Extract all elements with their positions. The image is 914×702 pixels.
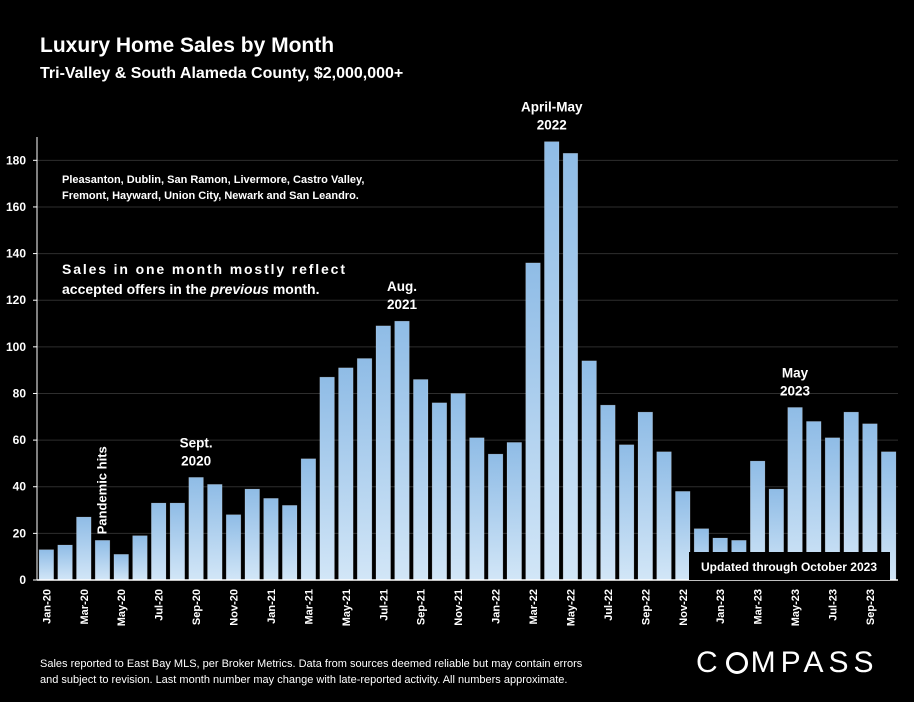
x-tick-label: Jul-21 <box>378 589 390 621</box>
bar-Jan-22 <box>487 453 504 581</box>
updated-badge: Updated through October 2023 <box>689 552 890 580</box>
notes-layer: Pleasanton, Dublin, San Ramon, Livermore… <box>62 174 364 297</box>
x-tick-label: Nov-21 <box>453 589 465 626</box>
annotation-label: April-May <box>521 100 583 115</box>
bar-Oct-22 <box>656 451 672 581</box>
bar-Jul-22 <box>600 404 616 581</box>
x-tick-label: May-21 <box>341 589 353 626</box>
x-tick-label: May-20 <box>116 589 128 626</box>
x-tick-label: Jul-20 <box>154 589 166 621</box>
bar-Nov-22 <box>675 491 691 581</box>
bar-Feb-20 <box>57 544 73 581</box>
bar-Jul-20 <box>151 502 167 581</box>
bar-Jun-22 <box>581 360 597 581</box>
y-tick-label: 100 <box>6 340 26 354</box>
x-tick-label: Jul-22 <box>603 589 615 621</box>
y-tick-label: 0 <box>19 573 26 587</box>
grid-layer <box>37 159 898 534</box>
annotation-label: 2023 <box>780 383 811 398</box>
bar-Oct-20 <box>207 484 223 581</box>
offers-note-line2-post: month. <box>269 281 320 297</box>
bar-Dec-20 <box>244 488 260 581</box>
bars-layer <box>38 141 897 581</box>
bar-May-21 <box>338 367 354 581</box>
bar-Nov-21 <box>450 393 466 581</box>
annotation-label: 2022 <box>537 118 567 133</box>
bar-Feb-22 <box>506 442 522 581</box>
annotation-label: Aug. <box>387 279 417 294</box>
y-tick-label: 140 <box>6 247 26 261</box>
x-tick-label: Jan-22 <box>491 589 503 624</box>
bar-Nov-20 <box>225 514 242 581</box>
offers-note-line2-pre: accepted offers in the <box>62 281 211 297</box>
bar-Mar-22 <box>525 262 541 581</box>
bar-Jan-21 <box>263 498 279 581</box>
bar-Jun-21 <box>356 358 373 581</box>
offers-note-line2-em: previous <box>210 281 270 297</box>
bar-Dec-21 <box>469 437 485 581</box>
x-tick-label: Jul-23 <box>827 589 839 621</box>
x-tick-label: Jan-23 <box>715 589 727 624</box>
bar-Aug-21 <box>394 320 410 581</box>
bar-Feb-21 <box>282 505 298 581</box>
bar-May-20 <box>113 554 129 581</box>
x-tick-label: Sep-21 <box>416 589 428 625</box>
x-tick-label: Mar-22 <box>528 589 540 624</box>
annotation-label: May <box>782 365 809 380</box>
x-tick-label: Mar-21 <box>303 589 315 624</box>
tick-labels-layer: 0 20 40 60 80 100 120 140 160 180 Jan-20 Mar-20 May-… <box>6 153 877 626</box>
x-tick-label: Mar-23 <box>753 589 765 624</box>
bar-Mar-20 <box>76 516 92 581</box>
y-tick-label: 60 <box>13 433 27 447</box>
x-tick-label: May-22 <box>565 589 577 626</box>
bar-Jul-21 <box>375 325 391 581</box>
x-tick-label: Jan-20 <box>41 589 53 624</box>
bar-Sep-21 <box>413 379 429 581</box>
annotations-layer: Pandemic hits Sept. 2020 Aug. 2021 April-May 2… <box>95 100 811 535</box>
updated-note: Updated through October 2023 <box>701 560 877 574</box>
bar-Sep-22 <box>637 411 653 581</box>
x-tick-label: Sep-23 <box>865 589 877 625</box>
chart-subtitle: Tri-Valley & South Alameda County, $2,00… <box>40 65 404 82</box>
y-tick-label: 80 <box>13 386 27 400</box>
logo-ring-icon <box>725 652 748 674</box>
footnote-line1: Sales reported to East Bay MLS, per Brok… <box>40 658 583 670</box>
bar-Aug-22 <box>618 444 635 581</box>
bar-May-22 <box>562 153 579 581</box>
y-tick-label: 40 <box>13 480 27 494</box>
y-tick-label: 20 <box>13 526 27 540</box>
bar-Oct-21 <box>431 402 448 581</box>
annotation-label: 2020 <box>181 453 211 468</box>
bar-Jan-20 <box>38 549 54 581</box>
footnote-line2: and subject to revision. Last month numb… <box>40 674 568 686</box>
offers-note-line2: accepted offers in the previous month. <box>62 281 320 297</box>
chart-title: Luxury Home Sales by Month <box>40 34 335 57</box>
x-tick-label: May-23 <box>790 589 802 626</box>
y-tick-label: 180 <box>6 153 26 167</box>
annotation-label: 2021 <box>387 297 418 312</box>
bar-Apr-21 <box>319 376 335 581</box>
footnote: Sales reported to East Bay MLS, per Brok… <box>40 656 680 688</box>
cities-note-line2: Fremont, Hayward, Union City, Newark and… <box>62 190 359 202</box>
bar-Aug-20 <box>169 502 185 581</box>
x-tick-label: Jan-21 <box>266 589 278 624</box>
x-tick-label: Sep-22 <box>640 589 652 625</box>
x-tick-label: Nov-22 <box>678 589 690 626</box>
offers-note-line1: Sales in one month mostly reflect <box>62 261 345 277</box>
annotation-label: Sept. <box>180 435 213 450</box>
x-tick-label: Sep-20 <box>191 589 203 625</box>
cities-note-line1: Pleasanton, Dublin, San Ramon, Livermore… <box>62 174 364 186</box>
bar-Apr-20 <box>94 540 111 581</box>
bar-Apr-22 <box>544 141 560 581</box>
x-tick-label: Nov-20 <box>229 589 241 626</box>
compass-logo: C MPASS <box>696 646 879 679</box>
bar-Sep-20 <box>188 477 204 581</box>
bar-Jun-20 <box>132 535 148 581</box>
y-tick-label: 160 <box>6 200 26 214</box>
bar-Mar-21 <box>300 458 317 581</box>
annotation-label: Pandemic hits <box>95 446 110 534</box>
y-tick-label: 120 <box>6 293 26 307</box>
x-tick-label: Mar-20 <box>79 589 91 624</box>
